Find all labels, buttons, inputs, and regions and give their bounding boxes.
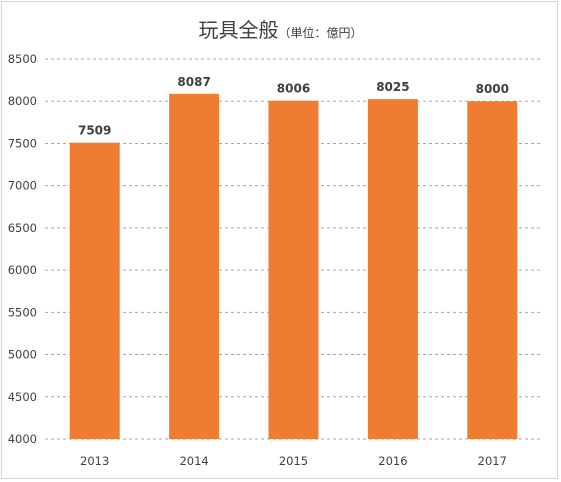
y-tick-label-5000: 5000 [8, 348, 37, 362]
x-tick-label-2014: 2014 [179, 454, 208, 468]
y-tick-label-6500: 6500 [8, 221, 37, 235]
data-label-2013: 7509 [78, 124, 111, 138]
data-label-2014: 8087 [177, 75, 210, 89]
data-label-2016: 8025 [376, 80, 409, 94]
y-tick-label-8500: 8500 [8, 52, 37, 66]
data-labels: 7509 8087 8006 8025 8000 [78, 75, 509, 138]
y-tick-label-7000: 7000 [8, 179, 37, 193]
bars [69, 93, 518, 440]
chart-title-block: 玩具全般（単位：億円） [0, 14, 561, 43]
x-axis: 2013 2014 2015 2016 2017 [80, 454, 507, 468]
y-tick-label-5500: 5500 [8, 305, 37, 319]
data-label-2015: 8006 [277, 82, 310, 96]
x-tick-label-2017: 2017 [478, 454, 507, 468]
bar-2016 [367, 99, 418, 439]
chart-subtitle: （単位：億円） [278, 26, 363, 40]
y-tick-label-4500: 4500 [8, 390, 37, 404]
data-label-2017: 8000 [476, 82, 509, 96]
x-tick-label-2016: 2016 [378, 454, 407, 468]
bar-2013 [69, 142, 120, 439]
bar-2017 [467, 101, 518, 439]
x-tick-label-2013: 2013 [80, 454, 109, 468]
chart-title: 玩具全般 [198, 18, 279, 42]
bar-2015 [268, 100, 319, 440]
x-tick-label-2015: 2015 [279, 454, 308, 468]
y-axis: 4000 4500 5000 5500 6000 6500 7000 7500 8000 8500 [8, 52, 37, 446]
bar-2014 [169, 93, 220, 440]
y-tick-label-7500: 7500 [8, 136, 37, 150]
y-tick-label-6000: 6000 [8, 263, 37, 277]
y-tick-label-8000: 8000 [8, 94, 37, 108]
y-tick-label-4000: 4000 [8, 432, 37, 446]
